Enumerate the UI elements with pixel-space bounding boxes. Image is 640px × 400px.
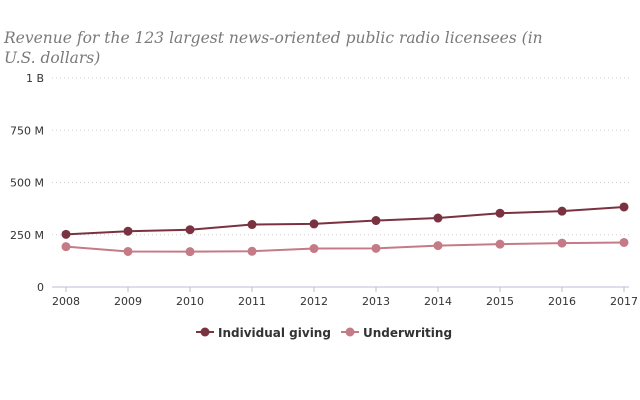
- data-point: [371, 216, 381, 226]
- series-line: [65, 205, 625, 236]
- data-point: [433, 241, 443, 251]
- series-points: [61, 202, 629, 257]
- data-point: [185, 225, 195, 235]
- legend-label: Individual giving: [218, 326, 331, 340]
- legend-swatch-marker: [345, 327, 355, 337]
- data-point: [61, 242, 71, 252]
- data-point: [495, 208, 505, 218]
- y-tick-label: 1 B: [26, 72, 44, 85]
- data-point: [61, 229, 71, 239]
- x-tick-label: 2009: [114, 295, 142, 308]
- chart-title: Revenue for the 123 largest news-oriente…: [4, 29, 543, 67]
- y-axis: 0 250 M 500 M 750 M 1 B: [10, 72, 44, 294]
- data-point: [185, 247, 195, 257]
- data-point: [619, 237, 629, 247]
- legend-item: Underwriting: [341, 326, 452, 340]
- x-tick-label: 2008: [52, 295, 80, 308]
- x-tick-label: 2017: [610, 295, 638, 308]
- grid-lines: [52, 77, 629, 288]
- legend: Individual giving Underwriting: [196, 326, 452, 340]
- data-point: [309, 244, 319, 254]
- y-tick-label: 250 M: [10, 229, 44, 242]
- legend-item: Individual giving: [196, 326, 331, 340]
- data-point: [557, 206, 567, 216]
- data-point: [371, 243, 381, 253]
- x-tick-label: 2014: [424, 295, 452, 308]
- data-point: [557, 238, 567, 248]
- x-tick-label: 2012: [300, 295, 328, 308]
- legend-swatch-marker: [200, 327, 210, 337]
- data-point: [495, 239, 505, 249]
- data-point: [123, 246, 133, 256]
- y-tick-label: 0: [37, 281, 44, 294]
- data-point: [247, 246, 257, 256]
- data-point: [309, 219, 319, 229]
- x-tick-label: 2013: [362, 295, 390, 308]
- data-point: [123, 226, 133, 236]
- x-tick-label: 2015: [486, 295, 514, 308]
- series-line: [65, 241, 625, 253]
- y-tick-label: 750 M: [10, 124, 44, 137]
- data-point: [247, 220, 257, 230]
- series-lines: [65, 205, 625, 253]
- y-tick-label: 500 M: [10, 177, 44, 190]
- legend-label: Underwriting: [363, 326, 452, 340]
- x-tick-label: 2011: [238, 295, 266, 308]
- x-tick-label: 2010: [176, 295, 204, 308]
- x-tick-label: 2016: [548, 295, 576, 308]
- x-axis: 2008 2009 2010 2011 2012 2013 2014 2015 2016 2017: [52, 287, 638, 308]
- data-point: [619, 202, 629, 212]
- data-point: [433, 213, 443, 223]
